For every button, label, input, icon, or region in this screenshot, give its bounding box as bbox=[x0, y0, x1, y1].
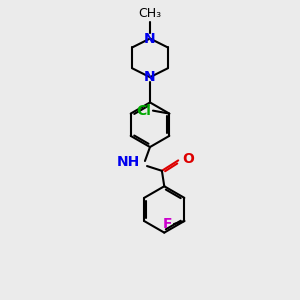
Text: NH: NH bbox=[117, 155, 140, 170]
Text: CH₃: CH₃ bbox=[138, 7, 162, 20]
Text: O: O bbox=[182, 152, 194, 166]
Text: N: N bbox=[144, 70, 156, 84]
Text: F: F bbox=[163, 217, 172, 231]
Text: N: N bbox=[144, 32, 156, 46]
Text: Cl: Cl bbox=[136, 103, 152, 118]
